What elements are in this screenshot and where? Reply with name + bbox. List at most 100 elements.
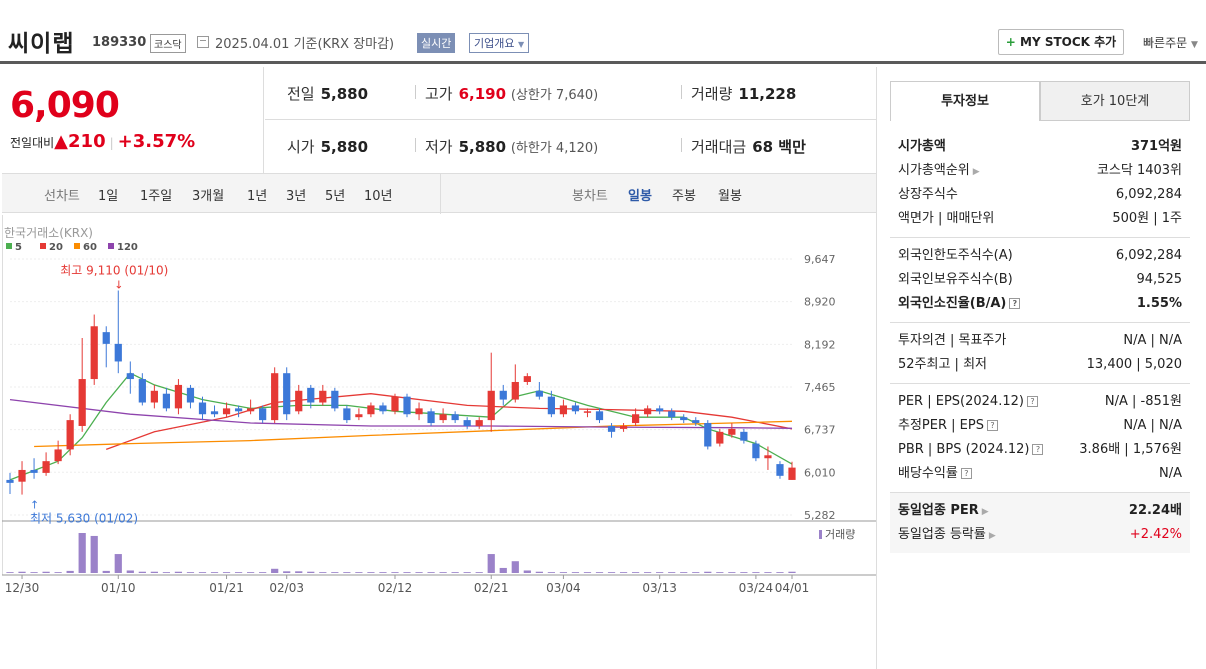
info-key: 배당수익률? — [898, 462, 972, 486]
y-tick-label: 5,282 — [804, 509, 836, 522]
info-value: 371억원 — [1130, 139, 1182, 154]
x-tick-label: 02/03 — [269, 581, 304, 595]
divider — [681, 85, 682, 99]
tab-weekly[interactable]: 주봉 — [672, 189, 696, 204]
tab-5y[interactable]: 5년 — [325, 189, 346, 204]
help-icon[interactable]: ? — [1009, 298, 1021, 309]
y-tick-label: 6,010 — [804, 466, 836, 479]
tab-3m[interactable]: 3개월 — [192, 189, 225, 204]
info-key[interactable]: 동일업종 등락률 ▶ — [898, 523, 996, 548]
candle-body — [740, 431, 748, 441]
x-tick-label: 12/30 — [5, 581, 40, 595]
candle-body — [174, 384, 183, 409]
volume-bar — [102, 570, 110, 573]
open-price: 시가 5,880 — [287, 136, 368, 157]
info-value: 500원 | 1주 — [1112, 211, 1182, 226]
fast-order-button[interactable]: 빠른주문 ▼ — [1143, 34, 1198, 51]
help-icon[interactable]: ? — [1032, 444, 1044, 455]
x-tick-label: 04/01 — [775, 581, 810, 595]
info-row: 추정PER | EPS? N/A | N/A — [898, 414, 1182, 438]
tab-1w[interactable]: 1주일 — [140, 189, 173, 204]
y-tick-label: 8,920 — [804, 296, 836, 309]
candle-body — [752, 443, 760, 459]
volume-bar — [559, 572, 568, 573]
info-key[interactable]: 동일업종 PER ▶ — [898, 499, 989, 524]
info-key: 추정PER | EPS? — [898, 414, 998, 438]
volume-bar — [535, 571, 543, 573]
volume-bar — [42, 571, 50, 573]
candle-body — [728, 428, 736, 435]
calendar-icon — [197, 36, 209, 48]
info-key-text: 투자의견 | 목표주가 — [898, 333, 1007, 348]
volume-label: 거래량 — [691, 85, 733, 103]
quote-row: 전일 5,880 고가 6,190 (상한가 7,640) 거래량 11,228 — [265, 67, 876, 120]
help-icon[interactable]: ? — [1026, 396, 1038, 407]
volume-bar — [668, 572, 676, 573]
info-row: 시가총액 371억원 — [898, 135, 1182, 159]
chart-legend: 5 20 60 120 — [6, 242, 138, 253]
tab-10y[interactable]: 10년 — [364, 189, 393, 204]
stock-header: 씨이랩 189330 코스닥 2025.04.01 기준(KRX 장마감) 실시… — [0, 0, 1206, 64]
info-key-text: 시가총액순위 — [898, 163, 970, 178]
x-tick-label: 01/21 — [209, 581, 244, 595]
volume-bar — [283, 571, 291, 573]
info-row: 시가총액순위 ▶ 코스닥 1403위 — [898, 159, 1182, 183]
help-icon[interactable]: ? — [960, 468, 972, 479]
volume-bar — [595, 572, 604, 573]
chart-source: 한국거래소(KRX) — [4, 226, 93, 240]
volume-bar — [247, 572, 255, 573]
tab-daily[interactable]: 일봉 — [628, 189, 652, 204]
volume-legend-swatch — [819, 530, 822, 539]
company-overview-dropdown[interactable]: 기업개요 ▼ — [469, 33, 530, 53]
y-tick-label: 7,465 — [804, 381, 836, 394]
candle-body — [319, 390, 327, 403]
info-value: N/A | N/A — [1123, 418, 1182, 433]
info-key: 액면가 | 매매단위 — [898, 207, 994, 231]
candle-body — [415, 408, 423, 415]
divider — [440, 174, 441, 214]
info-row: 동일업종 등락률 ▶ +2.42% — [898, 523, 1182, 547]
volume-bar — [150, 571, 158, 573]
candle-body — [692, 420, 700, 424]
tab-orderbook[interactable]: 호가 10단계 — [1040, 81, 1190, 121]
candle-body — [680, 417, 688, 421]
tab-invest-info[interactable]: 투자정보 — [890, 81, 1040, 121]
volume-bar — [391, 572, 399, 573]
info-key: 외국인보유주식수(B) — [898, 268, 1013, 292]
help-icon[interactable]: ? — [986, 420, 998, 431]
tab-1d[interactable]: 1일 — [98, 189, 119, 204]
ma-line-60 — [34, 420, 793, 448]
divider: | — [109, 136, 114, 150]
candle-body — [631, 414, 640, 424]
info-section: 외국인한도주식수(A) 6,092,284 외국인보유주식수(B) 94,525 외국인… — [890, 238, 1190, 323]
realtime-button[interactable]: 실시간 — [417, 33, 456, 53]
candle-body — [499, 390, 507, 400]
volume-bar — [186, 572, 195, 573]
info-row: 상장주식수 6,092,284 — [898, 183, 1182, 207]
volume-bar — [90, 535, 98, 573]
base-date: 2025.04.01 기준(KRX 장마감) — [215, 37, 395, 52]
candle-body — [511, 381, 519, 400]
volume-bar — [523, 570, 531, 573]
info-section: 투자의견 | 목표주가 N/A | N/A 52주최고 | 최저 13,400 | 5… — [890, 323, 1190, 384]
info-value: +2.42% — [1129, 527, 1182, 542]
info-key-text: 외국인소진율(B/A) — [898, 296, 1007, 311]
my-stock-button[interactable]: + MY STOCK 추가 — [998, 29, 1124, 55]
volume-bar — [126, 570, 134, 573]
fast-order-label: 빠른주문 — [1143, 36, 1188, 50]
tab-3y[interactable]: 3년 — [286, 189, 307, 204]
info-key-text: 동일업종 PER — [898, 503, 979, 518]
info-row: 52주최고 | 최저 13,400 | 5,020 — [898, 353, 1182, 377]
legend-label-60: 60 — [83, 242, 97, 253]
tab-1y[interactable]: 1년 — [247, 189, 268, 204]
tab-monthly[interactable]: 월봉 — [718, 189, 742, 204]
candlestick-chart[interactable]: 한국거래소(KRX) 5 20 60 120 9,647 8,920 8,192 7,465… — [2, 215, 876, 595]
candle-body — [6, 479, 14, 483]
candle-body — [668, 411, 676, 418]
info-key[interactable]: 시가총액순위 ▶ — [898, 159, 980, 184]
volume-bar — [30, 572, 38, 573]
chart-period-tabs: 선차트 1일 1주일 3개월 1년 3년 5년 10년 봉차트 일봉 주봉 월봉 — [2, 173, 876, 214]
volume-bar — [740, 572, 748, 573]
info-key: 시가총액 — [898, 135, 946, 159]
volume-bar — [776, 572, 784, 573]
